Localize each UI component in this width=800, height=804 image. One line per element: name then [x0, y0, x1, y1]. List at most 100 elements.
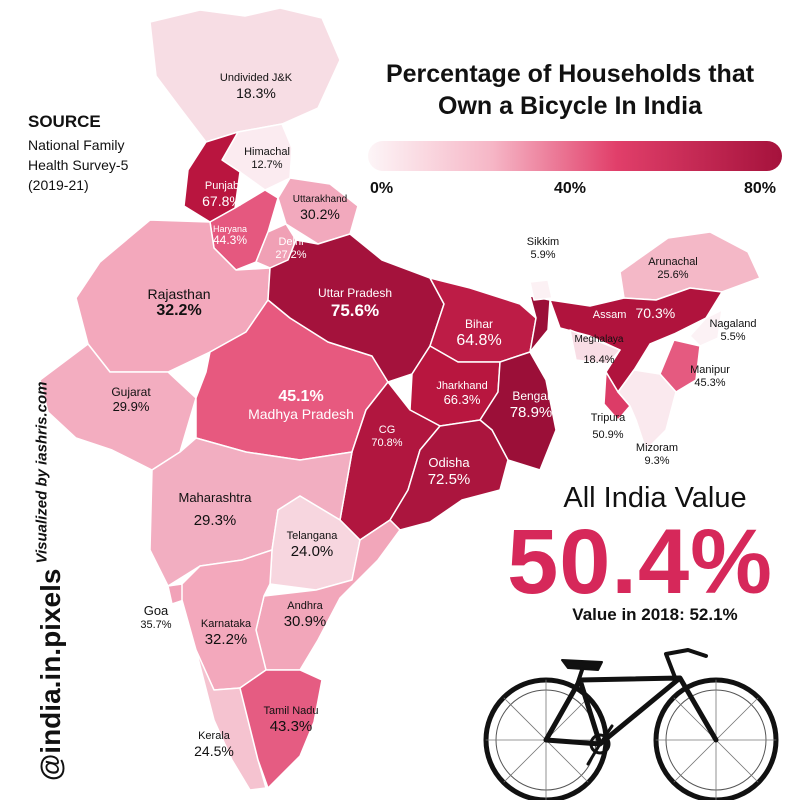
state-label-gujarat: Gujarat 29.9%: [96, 385, 166, 415]
legend-color-scale: [368, 141, 782, 171]
state-label-punjab: Punjab 67.8%: [192, 180, 252, 209]
bicycle-handlebar: [664, 648, 708, 682]
state-label-arunachal: Arunachal 25.6%: [638, 256, 708, 281]
legend-tick-max: 80%: [744, 180, 777, 197]
state-value: 70.8%: [371, 436, 403, 449]
state-name: Sikkim: [526, 236, 560, 248]
state-label-tamilnadu: Tamil Nadu 43.3%: [256, 705, 326, 735]
state-value: 35.7%: [140, 618, 172, 631]
all-india-2018-value: Value in 2018: 52.1%: [572, 605, 738, 624]
source-line-3: (2019-21): [28, 177, 89, 193]
state-value: 66.3%: [443, 391, 481, 407]
bicycle-saddle: [561, 659, 603, 671]
state-name: Odisha: [428, 455, 470, 470]
state-name: Bengal: [512, 389, 550, 403]
state-label-odisha: Odisha 72.5%: [414, 455, 484, 488]
state-label-mizoram: Mizoram 9.3%: [628, 442, 686, 467]
state-value: 32.2%: [204, 630, 248, 648]
state-name: Kerala: [198, 730, 230, 742]
state-name: Nagaland: [709, 318, 757, 330]
state-value: 75.6%: [330, 300, 380, 320]
state-value: 18.4%: [583, 353, 615, 366]
state-value: 29.3%: [193, 511, 237, 529]
state-label-jk: Undivided J&K 18.3%: [196, 72, 316, 101]
source-heading: SOURCE: [28, 112, 101, 131]
state-name: Manipur: [690, 364, 730, 376]
state-name: Jharkhand: [436, 380, 488, 392]
map-title: Percentage of Households that Own a Bicy…: [340, 58, 800, 122]
state-label-delhi: Delhi 27.2%: [266, 236, 316, 261]
state-shape-meghalaya: [569, 329, 621, 365]
state-value: 72.5%: [427, 470, 471, 488]
state-value: 64.8%: [456, 331, 502, 349]
state-value: 18.3%: [236, 84, 276, 101]
state-value: 43.3%: [269, 717, 313, 735]
visualized-by-credit: Visualized by iashris.com: [33, 381, 51, 564]
social-handle: @india.in.pixels: [35, 568, 66, 781]
state-value: 12.7%: [251, 158, 283, 171]
state-label-telangana: Telangana 24.0%: [274, 530, 350, 560]
state-shape-mizoram: [617, 369, 677, 451]
state-name: Tripura: [590, 412, 626, 424]
state-shape-manipur: [659, 339, 701, 393]
state-value: 50.9%: [592, 428, 624, 441]
legend-tick-mid: 40%: [554, 180, 587, 197]
state-value: 45.3%: [694, 376, 726, 389]
state-name: Rajasthan: [147, 286, 211, 302]
state-name: Maharashtra: [178, 490, 252, 505]
title-line-1: Percentage of Households that: [385, 60, 755, 88]
state-name: Delhi: [278, 236, 304, 248]
state-value: 67.8%: [202, 192, 242, 209]
state-name: Arunachal: [648, 256, 698, 268]
state-label-rajasthan: Rajasthan 32.2%: [124, 286, 234, 320]
state-shape-tamilnadu: [239, 669, 323, 789]
bicycle-illustration: [483, 648, 779, 800]
legend-tick-min: 0%: [370, 180, 394, 197]
state-value: 24.5%: [194, 742, 234, 759]
state-label-goa: Goa 35.7%: [128, 603, 184, 632]
state-value: 30.9%: [283, 612, 327, 630]
state-label-sikkim: Sikkim 5.9%: [518, 236, 568, 261]
state-label-uttarakhand: Uttarakhand 30.2%: [280, 194, 360, 222]
state-name: Uttarakhand: [292, 194, 348, 205]
state-label-up: Uttar Pradesh 75.6%: [292, 286, 418, 320]
state-value: 29.9%: [112, 398, 150, 414]
state-label-maharashtra: Maharashtra 29.3%: [160, 490, 270, 529]
state-name: Andhra: [287, 600, 323, 612]
state-value: 5.5%: [720, 330, 746, 343]
state-value: 32.2%: [156, 302, 202, 320]
state-value: 70.3%: [635, 305, 676, 321]
state-value: 30.2%: [300, 205, 340, 222]
state-name: Tamil Nadu: [263, 705, 319, 717]
state-shape-assam: [549, 287, 723, 393]
all-india-heading: All India Value: [563, 482, 747, 514]
state-value: 5.9%: [530, 248, 556, 261]
state-shape-kerala: [195, 649, 267, 791]
state-name: Karnataka: [200, 618, 252, 630]
source-line-2: Health Survey-5: [28, 157, 129, 173]
state-name: Telangana: [286, 530, 338, 542]
state-value: 25.6%: [657, 268, 689, 281]
state-label-nagaland: Nagaland 5.5%: [706, 318, 760, 343]
state-name: Undivided J&K: [219, 72, 293, 84]
state-name: Himachal: [244, 146, 290, 158]
state-value: 78.9%: [509, 403, 553, 421]
state-name: Haryana: [212, 224, 248, 234]
state-label-bihar: Bihar 64.8%: [444, 317, 514, 350]
state-label-assam: Assam 70.3%: [584, 305, 684, 322]
title-line-2: Own a Bicycle In India: [438, 92, 702, 120]
state-label-mp: 45.1% Madhya Pradesh: [236, 388, 366, 422]
state-shape-jk: [149, 7, 341, 143]
state-name: Madhya Pradesh: [248, 406, 354, 423]
state-label-manipur: Manipur 45.3%: [682, 364, 738, 389]
state-name: Uttar Pradesh: [317, 286, 393, 300]
state-label-himachal: Himachal 12.7%: [232, 146, 302, 171]
state-label-karnataka: Karnataka 32.2%: [192, 618, 260, 648]
state-value: 27.2%: [275, 248, 307, 261]
state-label-kerala: Kerala 24.5%: [186, 730, 242, 759]
state-value: 24.0%: [290, 542, 334, 560]
state-label-andhra: Andhra 30.9%: [272, 600, 338, 630]
state-shape-tripura: [603, 371, 631, 421]
state-label-cg: CG 70.8%: [362, 424, 412, 449]
